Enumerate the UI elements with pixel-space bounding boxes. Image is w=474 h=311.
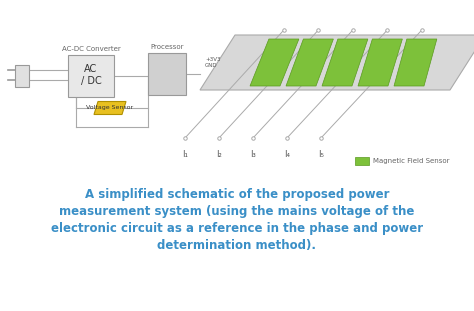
Text: I₂: I₂ (216, 150, 222, 159)
Polygon shape (200, 35, 474, 90)
Bar (15, 65, 29, 87)
Text: Magnetic Field Sensor: Magnetic Field Sensor (373, 158, 449, 164)
Text: Voltage Sensor: Voltage Sensor (86, 105, 134, 110)
Bar (68, 55, 114, 97)
Text: AC-DC Converter: AC-DC Converter (62, 46, 120, 52)
Polygon shape (322, 39, 368, 86)
Polygon shape (94, 101, 126, 114)
Text: I₅: I₅ (318, 150, 324, 159)
Text: determination method).: determination method). (157, 239, 317, 252)
Text: measurement system (using the mains voltage of the: measurement system (using the mains volt… (59, 205, 415, 218)
Text: +3V3
GND: +3V3 GND (205, 57, 220, 68)
Text: I₁: I₁ (182, 150, 188, 159)
Text: electronic circuit as a reference in the phase and power: electronic circuit as a reference in the… (51, 222, 423, 235)
Text: I₄: I₄ (284, 150, 290, 159)
Polygon shape (358, 39, 402, 86)
Text: A simplified schematic of the proposed power: A simplified schematic of the proposed p… (85, 188, 389, 201)
Text: Processor: Processor (150, 44, 184, 50)
Bar (148, 53, 186, 95)
Polygon shape (286, 39, 333, 86)
Bar (355, 157, 369, 165)
Polygon shape (394, 39, 437, 86)
Text: AC
/ DC: AC / DC (81, 64, 101, 86)
Polygon shape (250, 39, 299, 86)
Text: I₃: I₃ (250, 150, 256, 159)
